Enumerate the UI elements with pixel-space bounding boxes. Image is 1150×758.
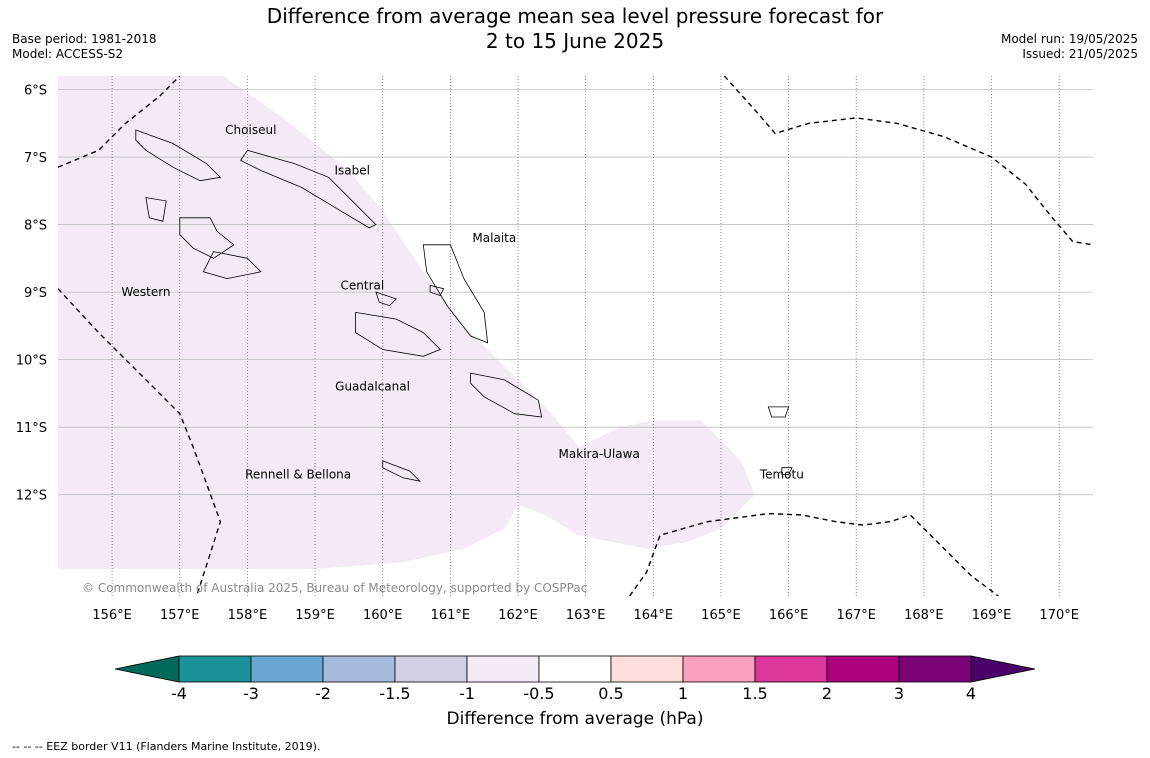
colorbar-segment [898,655,972,683]
lat-tick-label: 12°S [16,489,47,504]
lon-tick-label: 158°E [228,608,268,623]
lat-tick-label: 6°S [24,84,47,99]
colorbar-tick-label: 1 [678,684,688,703]
island-outline [202,251,262,280]
lon-tick-label: 168°E [904,608,944,623]
island-outline [422,244,489,344]
colorbar-tick-label: 2 [822,684,832,703]
colorbar-tick-label: 1.5 [742,684,767,703]
lat-tick-label: 8°S [24,219,47,234]
eez-border-line [58,288,222,596]
lon-tick-label: 157°E [160,608,200,623]
colorbar-tick-label: -3 [243,684,259,703]
lon-tick-label: 167°E [836,608,876,623]
lon-tick-label: 170°E [1039,608,1079,623]
attribution-text: © Commonwealth of Australia 2025, Bureau… [82,581,587,595]
colorbar-tick-label: -1.5 [379,684,410,703]
island-outline [375,291,397,307]
colorbar-segment [826,655,900,683]
island-outline [767,406,790,418]
island-outline [781,467,793,475]
lon-tick-label: 159°E [295,608,335,623]
colorbar-tick-label: -4 [171,684,187,703]
island-outline [355,311,441,357]
province-label: Makira-Ulawa [559,447,640,461]
eez-border-line [723,76,1093,246]
colorbar-tick-label: 3 [894,684,904,703]
colorbar-segment [610,655,684,683]
title-line-1: Difference from average mean sea level p… [266,4,884,28]
colorbar-tick-label: 4 [966,684,976,703]
lon-tick-label: 169°E [972,608,1012,623]
base-period: Base period: 1981-2018 [12,32,157,46]
colorbar-label: Difference from average (hPa) [446,709,704,729]
colorbar-extend-low [114,655,180,683]
province-label: Isabel [335,164,370,178]
colorbar-tick-label: -2 [315,684,331,703]
island-outline [240,149,377,229]
colorbar-tick-label: -1 [459,684,475,703]
island-outline [145,197,167,222]
lon-tick-label: 160°E [363,608,403,623]
colorbar-segment [754,655,828,683]
colorbar-tick-label: -0.5 [523,684,554,703]
meta-left: Base period: 1981-2018 Model: ACCESS-S2 [12,32,157,62]
footer-note: -- -- -- EEZ border V11 (Flanders Marine… [12,740,321,753]
lon-tick-label: 164°E [634,608,674,623]
lat-tick-label: 9°S [24,286,47,301]
eez-border-line [629,512,999,596]
lon-tick-label: 166°E [769,608,809,623]
lat-tick-label: 10°S [16,354,47,369]
colorbar-segment [178,655,252,683]
lat-tick-label: 11°S [16,421,47,436]
map-clip-group: Choiseul Isabel Malaita Western Central Guada… [58,76,1093,596]
island-outline [429,284,445,296]
province-label: Choiseul [225,123,276,137]
anomaly-region [58,76,755,569]
province-label: Rennell & Bellona [245,467,351,481]
island-outline [135,129,222,182]
lat-tick-label: 7°S [24,151,47,166]
lon-tick-label: 162°E [498,608,538,623]
title-line-2: 2 to 15 June 2025 [485,29,665,53]
colorbar-segment [682,655,756,683]
colorbar-segment [394,655,468,683]
province-label: Guadalcanal [335,380,410,394]
island-outline [382,460,422,482]
lon-tick-label: 165°E [701,608,741,623]
island-outline [470,372,543,418]
eez-border-line [58,76,181,168]
province-label: Central [341,278,385,292]
issued-date: Issued: 21/05/2025 [1022,47,1138,61]
meta-right: Model run: 19/05/2025 Issued: 21/05/2025 [1001,32,1138,62]
colorbar-segment [322,655,396,683]
colorbar-tick-label: 0.5 [598,684,623,703]
province-label: Malaita [472,231,516,245]
province-label: Temotu [759,467,804,481]
colorbar-segment [538,655,612,683]
model-run: Model run: 19/05/2025 [1000,32,1138,46]
island-outline [179,217,235,259]
province-label: Western [121,285,170,299]
colorbar: -4 -3 -2 -1.5 -1 -0.5 0.5 1 1.5 2 3 4 [114,655,1036,703]
colorbar-segment [250,655,324,683]
lon-tick-label: 163°E [566,608,606,623]
colorbar-segment [466,655,540,683]
map-area: Choiseul Isabel Malaita Western Central Guada… [16,76,1093,623]
colorbar-extend-high [970,655,1036,683]
model-name: Model: ACCESS-S2 [12,47,124,61]
lon-tick-label: 161°E [431,608,471,623]
lon-tick-label: 156°E [92,608,132,623]
chart-title: Difference from average mean sea level p… [0,4,1150,54]
